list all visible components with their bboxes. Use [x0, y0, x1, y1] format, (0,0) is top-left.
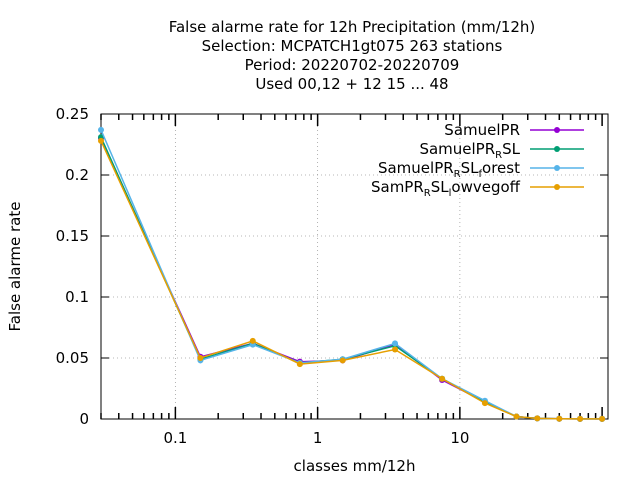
- y-tick-labels: 0 0.05 0.1 0.15 0.2 0.25: [56, 105, 89, 428]
- data-point: [556, 415, 563, 422]
- data-point: [392, 346, 399, 353]
- series-2: [98, 126, 606, 422]
- series-0: [98, 135, 606, 422]
- data-point: [513, 413, 520, 420]
- legend-swatch-point: [554, 127, 560, 133]
- x-axis-label: classes mm/12h: [294, 457, 416, 475]
- x-tick-label: 0.1: [163, 429, 187, 447]
- y-tick-label: 0.15: [56, 227, 89, 245]
- x-tick-label: 1: [313, 429, 323, 447]
- data-point: [296, 361, 303, 368]
- legend: SamuelPRSamuelPRRSLSamuelPRRSLforestSamP…: [371, 121, 584, 199]
- y-tick-label: 0.2: [65, 166, 89, 184]
- legend-label: SamuelPRRSLforest: [378, 159, 520, 180]
- axis-ticks: [100, 113, 608, 420]
- data-point: [98, 137, 104, 144]
- title-line: False alarme rate for 12h Precipitation …: [169, 18, 536, 36]
- y-axis-label: False alarme rate: [6, 202, 24, 332]
- data-point: [439, 375, 446, 382]
- series-line: [100, 138, 603, 420]
- y-tick-label: 0.1: [65, 288, 89, 306]
- data-point: [197, 355, 204, 361]
- legend-swatch-point: [554, 184, 560, 190]
- legend-entry: SamuelPR: [444, 121, 584, 139]
- data-point: [339, 357, 346, 364]
- legend-entry: SamuelPRRSL: [419, 140, 584, 161]
- data-point: [577, 415, 584, 422]
- series-1: [98, 134, 606, 422]
- legend-entry: SamPRRSLlowvegoff: [371, 178, 584, 199]
- title-line: Period: 20220702-20220709: [245, 56, 460, 74]
- legend-entry: SamuelPRRSLforest: [378, 159, 584, 180]
- x-tick-label: 10: [450, 429, 469, 447]
- title-line: Used 00,12 + 12 15 ... 48: [255, 75, 448, 93]
- grid-lines: [101, 114, 608, 419]
- title-line: Selection: MCPATCH1gt075 263 stations: [202, 37, 503, 55]
- legend-swatch-point: [554, 146, 560, 152]
- y-tick-label: 0.05: [56, 349, 89, 367]
- legend-swatch-point: [554, 165, 560, 171]
- series-3: [98, 137, 606, 422]
- x-tick-labels: 0.1 1 10: [163, 429, 469, 447]
- data-point: [392, 340, 399, 347]
- plot-frame: [100, 113, 609, 420]
- series-line: [100, 140, 603, 420]
- data-point: [599, 415, 606, 422]
- data-point: [481, 400, 488, 407]
- series-line: [100, 136, 603, 420]
- data-point: [98, 126, 104, 133]
- y-tick-label: 0: [79, 410, 89, 428]
- series-line: [100, 129, 603, 420]
- chart-title: False alarme rate for 12h Precipitation …: [169, 18, 536, 93]
- y-tick-label: 0.25: [56, 105, 89, 123]
- data-point: [534, 415, 541, 422]
- legend-label: SamuelPR: [444, 121, 520, 139]
- data-series: [98, 126, 606, 422]
- legend-label: SamPRRSLlowvegoff: [371, 178, 521, 199]
- legend-label: SamuelPRRSL: [419, 140, 520, 161]
- data-point: [249, 337, 256, 344]
